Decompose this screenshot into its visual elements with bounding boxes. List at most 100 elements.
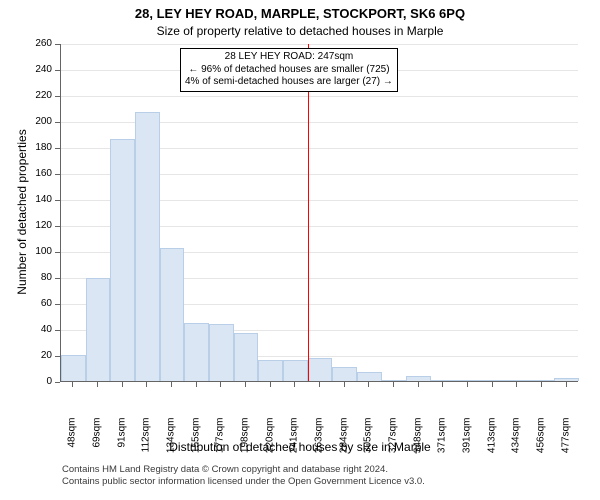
x-tick-mark [220,382,221,387]
x-tick-label: 177sqm [215,418,226,468]
annotation-line: 4% of semi-detached houses are larger (2… [185,76,393,89]
x-tick-mark [368,382,369,387]
y-tick-label: 260 [22,38,52,49]
histogram-bar [61,355,86,381]
x-tick-label: 434sqm [511,418,522,468]
histogram-bar [530,380,555,381]
x-tick-label: 198sqm [240,418,251,468]
x-tick-label: 284sqm [338,418,349,468]
y-tick-mark [55,70,60,71]
histogram-bar [382,380,407,381]
y-tick-mark [55,330,60,331]
y-tick-mark [55,200,60,201]
x-tick-mark [122,382,123,387]
x-tick-label: 134sqm [166,418,177,468]
x-tick-label: 456sqm [536,418,547,468]
y-tick-label: 60 [22,298,52,309]
x-tick-mark [270,382,271,387]
x-tick-label: 413sqm [486,418,497,468]
annotation-line: ← 96% of detached houses are smaller (72… [185,64,393,77]
y-tick-label: 180 [22,142,52,153]
y-tick-mark [55,226,60,227]
x-tick-mark [418,382,419,387]
x-tick-label: 112sqm [141,418,152,468]
x-tick-label: 155sqm [190,418,201,468]
x-tick-label: 91sqm [116,418,127,468]
y-tick-mark [55,278,60,279]
annotation-line: 28 LEY HEY ROAD: 247sqm [185,51,393,64]
y-tick-label: 140 [22,194,52,205]
y-tick-label: 220 [22,90,52,101]
x-tick-label: 327sqm [388,418,399,468]
x-tick-label: 305sqm [363,418,374,468]
chart-container: 28, LEY HEY ROAD, MARPLE, STOCKPORT, SK6… [0,0,600,500]
x-tick-label: 241sqm [289,418,300,468]
histogram-bar [86,278,111,381]
histogram-bar [456,380,481,381]
x-tick-mark [344,382,345,387]
histogram-bar [554,378,579,381]
x-tick-mark [442,382,443,387]
histogram-bar [110,139,135,381]
histogram-bar [308,358,333,381]
x-tick-label: 477sqm [560,418,571,468]
y-tick-mark [55,122,60,123]
histogram-bar [209,324,234,381]
y-tick-label: 120 [22,220,52,231]
grid-line [61,96,578,97]
footer-attribution: Contains HM Land Registry data © Crown c… [62,464,425,489]
footer-line-2: Contains public sector information licen… [62,476,425,488]
histogram-bar [505,380,530,381]
x-tick-mark [97,382,98,387]
y-tick-label: 20 [22,350,52,361]
y-tick-label: 100 [22,246,52,257]
reference-line [308,44,309,381]
y-tick-mark [55,44,60,45]
x-tick-label: 48sqm [67,418,78,468]
x-tick-mark [516,382,517,387]
y-tick-label: 0 [22,376,52,387]
histogram-bar [258,360,283,381]
histogram-bar [184,323,209,382]
x-tick-mark [393,382,394,387]
y-tick-mark [55,252,60,253]
histogram-bar [480,380,505,381]
x-tick-mark [72,382,73,387]
y-tick-mark [55,96,60,97]
x-tick-mark [566,382,567,387]
histogram-bar [234,333,259,381]
y-tick-label: 80 [22,272,52,283]
x-tick-label: 263sqm [314,418,325,468]
histogram-bar [431,380,456,381]
grid-line [61,44,578,45]
y-tick-mark [55,304,60,305]
chart-subtitle: Size of property relative to detached ho… [0,24,600,38]
y-tick-mark [55,174,60,175]
histogram-bar [332,367,357,381]
y-tick-label: 40 [22,324,52,335]
x-tick-label: 391sqm [462,418,473,468]
x-tick-mark [245,382,246,387]
x-tick-label: 371sqm [437,418,448,468]
y-tick-mark [55,382,60,383]
x-tick-label: 348sqm [412,418,423,468]
histogram-bar [135,112,160,381]
x-tick-mark [541,382,542,387]
x-tick-mark [492,382,493,387]
x-tick-mark [196,382,197,387]
x-tick-mark [294,382,295,387]
histogram-bar [357,372,382,381]
annotation-box: 28 LEY HEY ROAD: 247sqm← 96% of detached… [180,48,398,92]
x-tick-mark [467,382,468,387]
histogram-bar [283,360,308,381]
y-tick-label: 200 [22,116,52,127]
y-tick-label: 160 [22,168,52,179]
x-tick-mark [171,382,172,387]
x-tick-label: 220sqm [264,418,275,468]
y-tick-label: 240 [22,64,52,75]
y-tick-mark [55,148,60,149]
histogram-bar [160,248,185,381]
plot-area [60,44,578,382]
y-tick-mark [55,356,60,357]
histogram-bar [406,376,431,381]
